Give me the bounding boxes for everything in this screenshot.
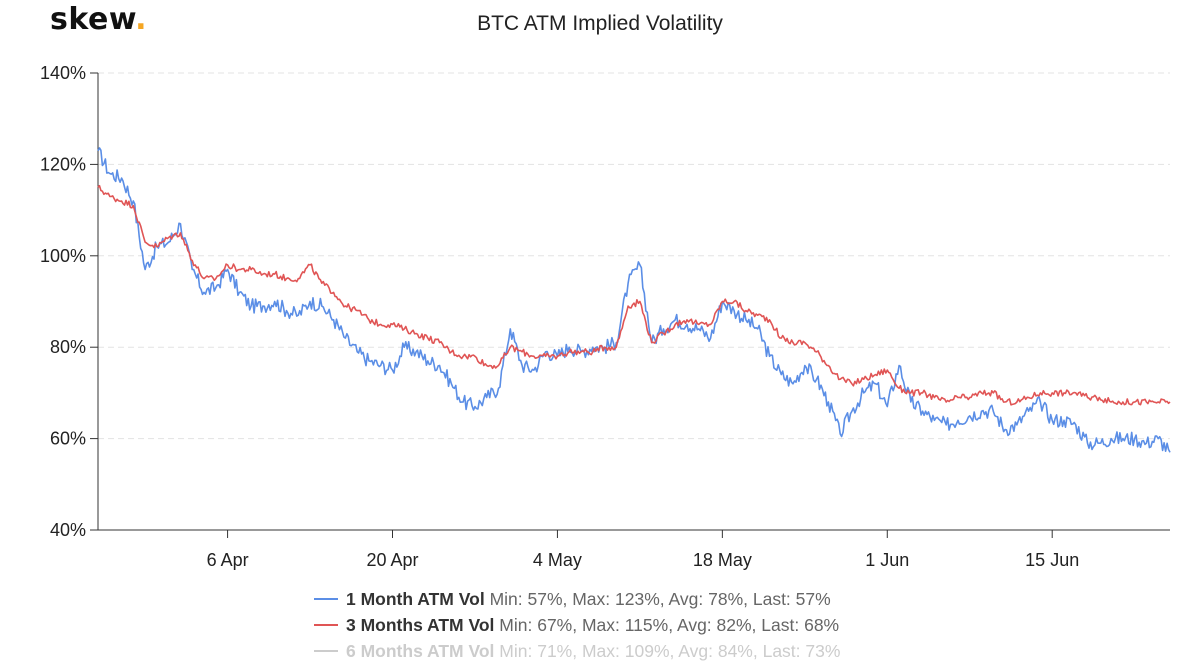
legend-stats-3-months: Min: 67%, Max: 115%, Avg: 82%, Last: 68% [499, 615, 840, 635]
chart-legend: 1 Month ATM Vol Min: 57%, Max: 123%, Avg… [314, 586, 1114, 664]
y-tick-label: 140% [40, 63, 86, 83]
x-tick-label: 15 Jun [1025, 550, 1079, 570]
y-tick-label: 120% [40, 154, 86, 174]
chart-title: BTC ATM Implied Volatility [477, 12, 723, 35]
legend-name-1-month: 1 Month ATM Vol [346, 589, 485, 609]
y-tick-label: 100% [40, 246, 86, 266]
legend-stats-1-month: Min: 57%, Max: 123%, Avg: 78%, Last: 57% [489, 589, 831, 609]
y-tick-label: 40% [50, 520, 86, 540]
x-tick-label: 20 Apr [366, 550, 418, 570]
x-tick-label: 6 Apr [207, 550, 249, 570]
x-tick-label: 1 Jun [865, 550, 909, 570]
y-tick-label: 60% [50, 429, 86, 449]
grid-layer [98, 72, 1170, 440]
legend-swatch-1-month [314, 598, 338, 601]
x-tick-label: 4 May [533, 550, 582, 570]
legend-name-6-months: 6 Months ATM Vol [346, 641, 495, 661]
legend-stats-6-months: Min: 71%, Max: 109%, Avg: 84%, Last: 73% [499, 641, 841, 661]
axis-layer: 40% 60% 80% 100% 120% 140% 6 Apr 20 Apr 4 May 18 … [40, 63, 1170, 570]
legend-item-3-months[interactable]: 3 Months ATM Vol Min: 67%, Max: 115%, Av… [314, 612, 1114, 638]
series-line-3-months [97, 184, 1171, 406]
legend-swatch-3-months [314, 624, 338, 627]
series-line-1-month [97, 147, 1171, 453]
y-tick-label: 80% [50, 337, 86, 357]
legend-name-3-months: 3 Months ATM Vol [346, 615, 495, 635]
skew-logo: skew. [50, 2, 147, 37]
logo-dot: . [135, 2, 148, 37]
chart-plot: 40% 60% 80% 100% 120% 140% 6 Apr 20 Apr 4 May 18 … [40, 63, 1171, 570]
logo-text: skew [50, 2, 136, 37]
x-tick-label: 18 May [693, 550, 752, 570]
series-layer [97, 147, 1171, 453]
legend-item-1-month[interactable]: 1 Month ATM Vol Min: 57%, Max: 123%, Avg… [314, 586, 1114, 612]
legend-swatch-6-months [314, 650, 338, 653]
legend-item-6-months[interactable]: 6 Months ATM Vol Min: 71%, Max: 109%, Av… [314, 638, 1114, 664]
